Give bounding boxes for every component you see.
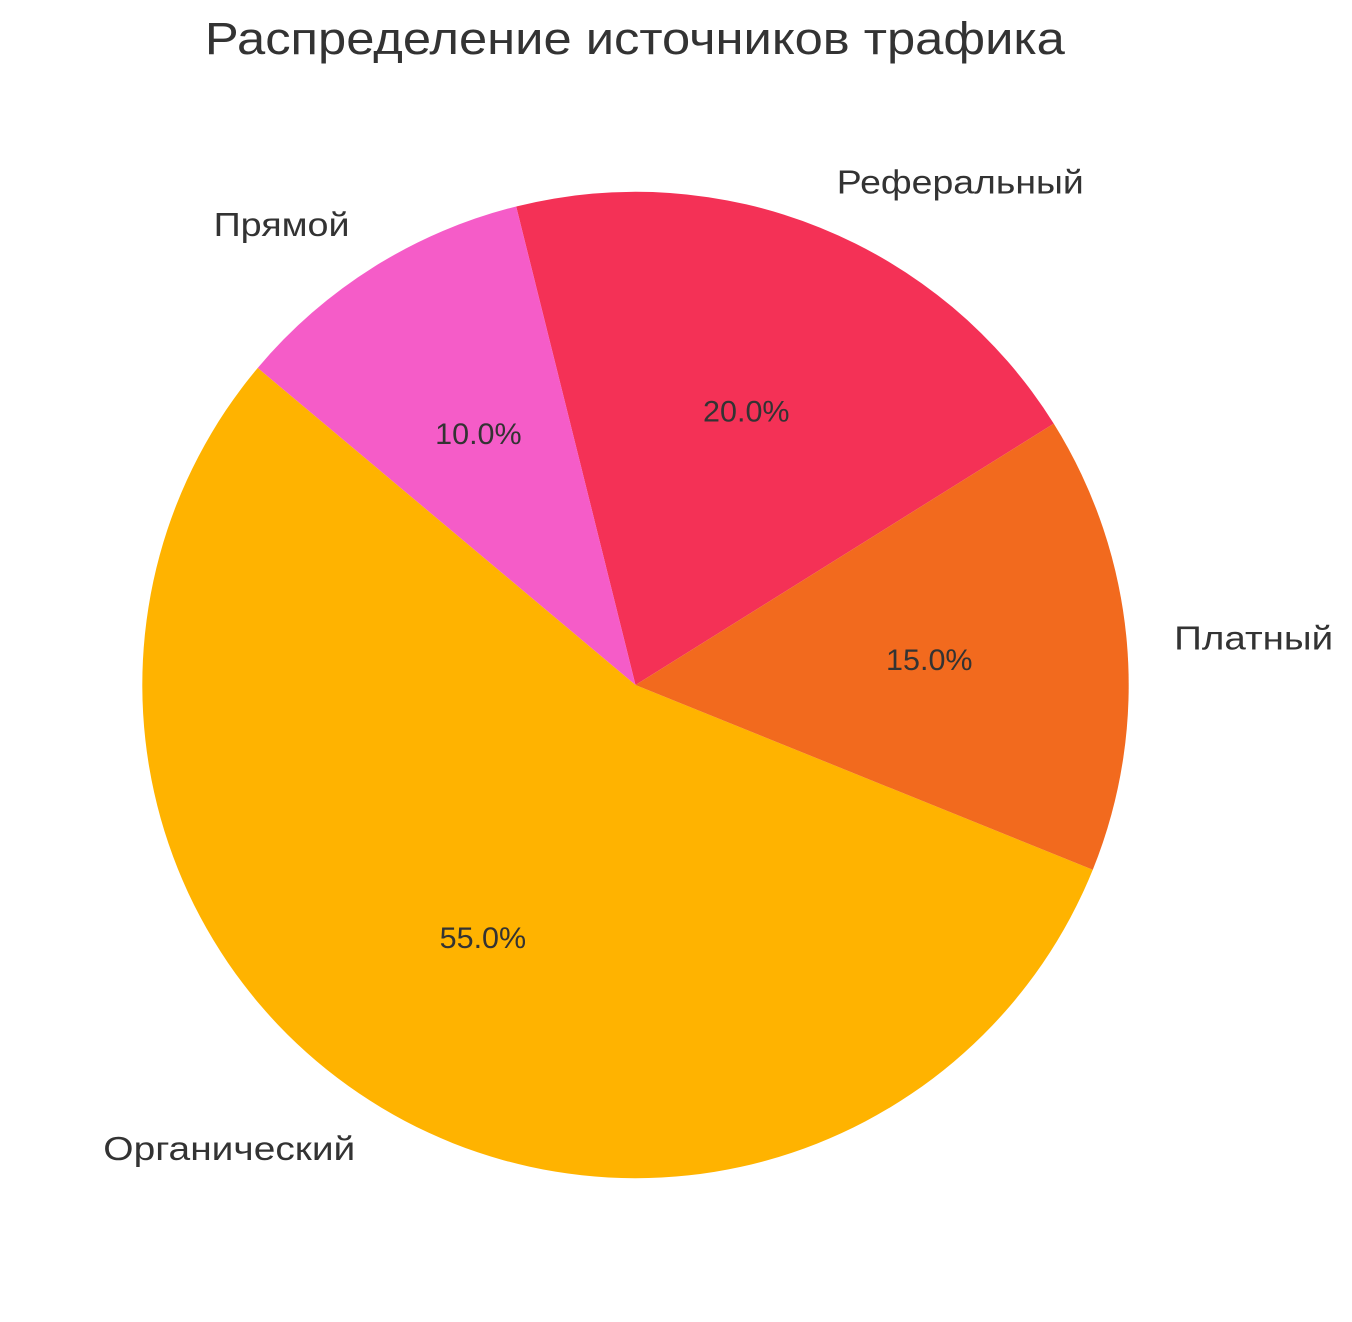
svg-text:10.0%: 10.0% (435, 418, 522, 451)
svg-text:Органический: Органический (103, 1131, 355, 1168)
svg-text:Платный: Платный (1174, 621, 1333, 658)
svg-text:20.0%: 20.0% (703, 396, 790, 429)
svg-text:15.0%: 15.0% (886, 644, 973, 677)
svg-text:Реферальный: Реферальный (837, 164, 1084, 201)
svg-text:Прямой: Прямой (214, 207, 350, 244)
svg-text:Распределение источников трафи: Распределение источников трафика (205, 13, 1066, 64)
svg-text:55.0%: 55.0% (440, 922, 527, 955)
